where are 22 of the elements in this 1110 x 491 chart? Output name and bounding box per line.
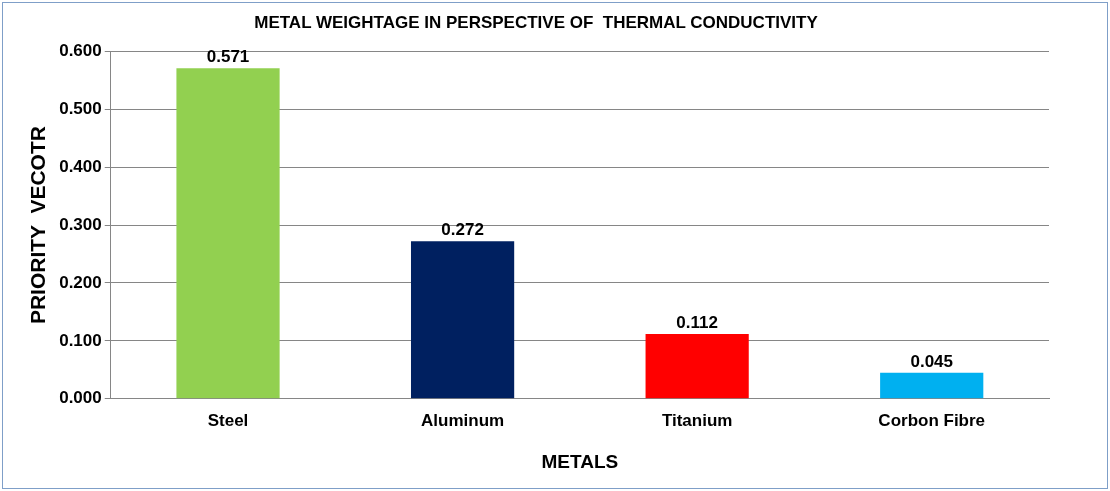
bar <box>645 333 749 399</box>
x-axis-title: METALS <box>541 450 619 472</box>
bar <box>410 241 515 399</box>
data-label: 0.571 <box>206 47 250 67</box>
data-label: 0.045 <box>910 351 953 371</box>
data-label: 0.112 <box>676 313 718 333</box>
x-tick-label: Titanium <box>661 410 733 430</box>
bar <box>880 372 984 399</box>
chart-title: METAL WEIGHTAGE IN PERSPECTIVE OF THERMAL CONDUCTIVITY <box>254 12 819 32</box>
data-label: 0.272 <box>441 220 484 240</box>
bar <box>176 68 280 399</box>
y-tick-label: 0.300 <box>59 214 102 234</box>
y-axis-title: PRIORITY VECOTR <box>26 126 50 325</box>
y-tick-label: 0.600 <box>59 41 102 61</box>
y-tick-label: 0.000 <box>59 388 102 408</box>
x-tick-label: Steel <box>207 410 249 430</box>
y-tick-label: 0.500 <box>59 98 102 118</box>
x-tick-label: Corbon Fibre <box>878 410 986 430</box>
x-tick-label: Aluminum <box>421 410 505 430</box>
y-tick-label: 0.100 <box>59 330 102 350</box>
y-tick-label: 0.400 <box>59 156 102 176</box>
y-tick-label: 0.200 <box>59 272 102 292</box>
